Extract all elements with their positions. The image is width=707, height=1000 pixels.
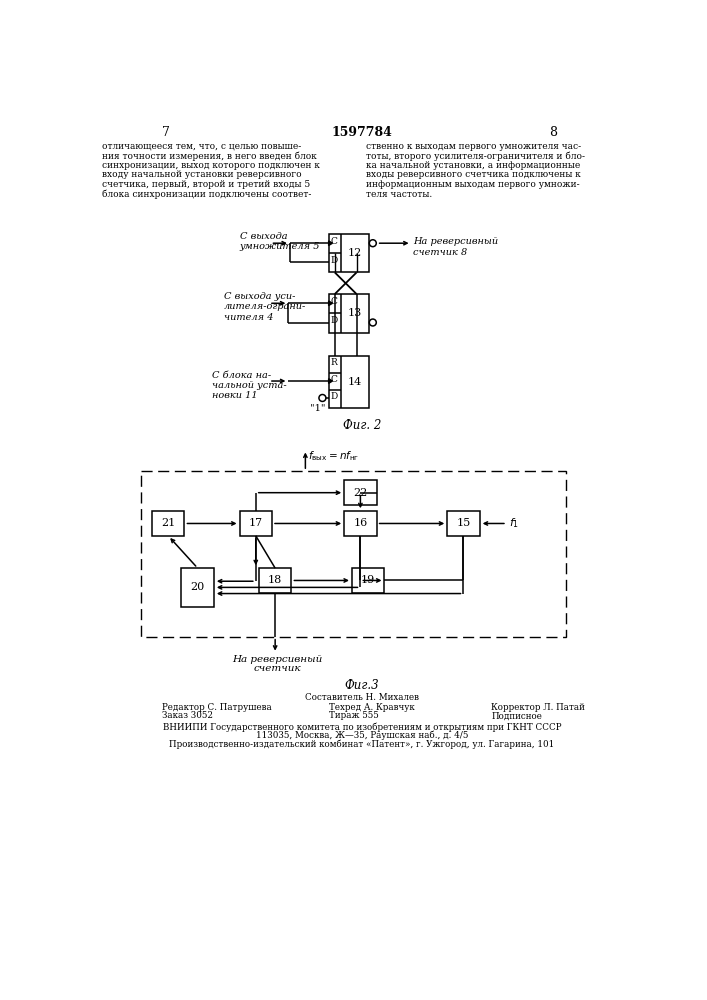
Text: Заказ 3052: Заказ 3052 <box>162 711 213 720</box>
Text: D: D <box>330 256 337 265</box>
Bar <box>240 511 272 536</box>
Text: счетчик 8: счетчик 8 <box>413 248 467 257</box>
Text: На реверсивный: На реверсивный <box>413 237 498 246</box>
Text: теля частоты.: теля частоты. <box>366 190 432 199</box>
Text: 15: 15 <box>456 518 471 528</box>
Bar <box>448 511 480 536</box>
Bar <box>329 356 369 408</box>
Text: тоты, второго усилителя-ограничителя и бло-: тоты, второго усилителя-ограничителя и б… <box>366 151 585 161</box>
Text: отличающееся тем, что, с целью повыше-: отличающееся тем, что, с целью повыше- <box>103 142 302 151</box>
Polygon shape <box>329 379 332 383</box>
Text: Техред А. Кравчук: Техред А. Кравчук <box>329 703 414 712</box>
Bar <box>344 480 377 505</box>
Text: Корректор Л. Патай: Корректор Л. Патай <box>491 703 585 712</box>
Text: счетчик: счетчик <box>253 664 301 673</box>
Text: Производственно-издательский комбинат «Патент», г. Ужгород, ул. Гагарина, 101: Производственно-издательский комбинат «П… <box>169 739 554 749</box>
Circle shape <box>369 319 376 326</box>
Text: новки 11: новки 11 <box>212 391 258 400</box>
Text: счетчика, первый, второй и третий входы 5: счетчика, первый, второй и третий входы … <box>103 180 310 189</box>
Text: Тираж 555: Тираж 555 <box>329 711 378 720</box>
Text: Редактор С. Патрушева: Редактор С. Патрушева <box>162 703 271 712</box>
Text: 7: 7 <box>162 126 170 139</box>
Text: 113035, Москва, Ж—35, Раушская наб., д. 4/5: 113035, Москва, Ж—35, Раушская наб., д. … <box>256 731 468 740</box>
Text: ственно к выходам первого умножителя час-: ственно к выходам первого умножителя час… <box>366 142 581 151</box>
Text: Фиг.3: Фиг.3 <box>344 679 379 692</box>
Text: 1597784: 1597784 <box>332 126 392 139</box>
Text: информационным выходам первого умножи-: информационным выходам первого умножи- <box>366 180 580 189</box>
Circle shape <box>369 240 376 247</box>
Text: С выхода: С выхода <box>240 232 287 241</box>
Text: 20: 20 <box>190 582 205 592</box>
Text: 21: 21 <box>161 518 175 528</box>
Text: чителя 4: чителя 4 <box>224 312 274 322</box>
Text: 22: 22 <box>354 488 368 498</box>
Text: C: C <box>330 375 337 384</box>
Text: Фиг. 2: Фиг. 2 <box>343 419 381 432</box>
Text: $f_{\rm вых}=nf_{\rm нг}$: $f_{\rm вых}=nf_{\rm нг}$ <box>308 450 360 463</box>
Text: входу начальной установки реверсивного: входу начальной установки реверсивного <box>103 170 302 179</box>
Bar <box>182 568 214 607</box>
Bar <box>344 511 377 536</box>
Text: Подписное: Подписное <box>491 711 542 720</box>
Text: ка начальной установки, а информационные: ка начальной установки, а информационные <box>366 161 580 170</box>
Bar <box>329 234 369 272</box>
Bar <box>329 294 369 333</box>
Text: C: C <box>330 297 337 306</box>
Text: С выхода уси-: С выхода уси- <box>224 292 296 301</box>
Text: На реверсивный: На реверсивный <box>233 655 323 664</box>
Bar <box>152 511 185 536</box>
Text: R: R <box>330 358 337 367</box>
Text: 19: 19 <box>361 575 375 585</box>
Bar <box>141 471 566 637</box>
Text: 18: 18 <box>268 575 282 585</box>
Text: 13: 13 <box>348 308 362 318</box>
Text: умножителя 5: умножителя 5 <box>240 242 320 251</box>
Text: $f_1$: $f_1$ <box>509 517 520 530</box>
Polygon shape <box>329 301 332 306</box>
Text: 8: 8 <box>549 126 557 139</box>
Text: ния точности измерения, в него введен блок: ния точности измерения, в него введен бл… <box>103 151 317 161</box>
Text: блока синхронизации подключены соответ-: блока синхронизации подключены соответ- <box>103 190 312 199</box>
Text: "1": "1" <box>310 404 325 413</box>
Text: ВНИИПИ Государственного комитета по изобретениям и открытиям при ГКНТ СССР: ВНИИПИ Государственного комитета по изоб… <box>163 722 561 732</box>
Text: чальной уста-: чальной уста- <box>212 381 287 390</box>
Text: входы реверсивного счетчика подключены к: входы реверсивного счетчика подключены к <box>366 170 580 179</box>
Text: лителя-ограни-: лителя-ограни- <box>224 302 306 311</box>
Text: 14: 14 <box>348 377 362 387</box>
Circle shape <box>319 395 326 401</box>
Text: 12: 12 <box>348 248 362 258</box>
Text: C: C <box>330 237 337 246</box>
Text: 17: 17 <box>249 518 263 528</box>
Bar <box>352 568 385 593</box>
Text: С блока на-: С блока на- <box>212 371 271 380</box>
Text: Составитель Н. Михалев: Составитель Н. Михалев <box>305 693 419 702</box>
Text: синхронизации, выход которого подключен к: синхронизации, выход которого подключен … <box>103 161 320 170</box>
Text: D: D <box>330 392 337 401</box>
Text: D: D <box>330 316 337 325</box>
Polygon shape <box>329 241 332 246</box>
Text: 16: 16 <box>354 518 368 528</box>
Bar <box>259 568 291 593</box>
